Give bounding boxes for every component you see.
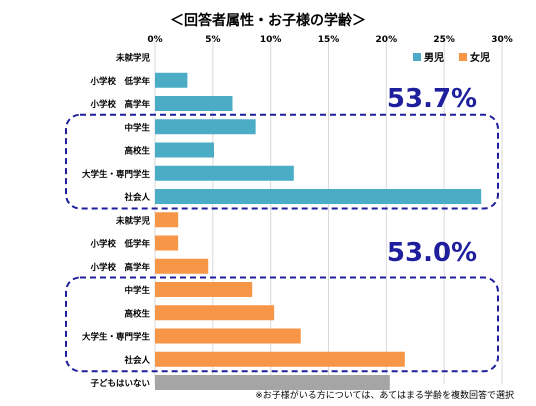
x-tick-label: 5% xyxy=(205,35,220,45)
category-label: 中学生 xyxy=(124,285,150,296)
category-label: 大学生・専門学生 xyxy=(82,169,151,180)
x-tick-label: 25% xyxy=(433,35,455,45)
x-tick-label: 30% xyxy=(491,35,513,45)
x-tick-label: 20% xyxy=(376,35,398,45)
legend-label: 男児 xyxy=(424,51,444,64)
legend: 男児 女児 xyxy=(413,51,490,64)
category-label: 小学校 高学年 xyxy=(89,262,150,273)
group-highlight-box xyxy=(65,113,499,210)
category-label: 小学校 低学年 xyxy=(89,239,150,250)
x-tick-label: 15% xyxy=(318,35,340,45)
bar xyxy=(155,212,179,228)
bar xyxy=(155,119,256,135)
category-label: 高校生 xyxy=(124,308,150,319)
bar xyxy=(155,375,390,390)
category-label: 小学校 低学年 xyxy=(89,76,150,87)
category-label: 未就学児 xyxy=(115,53,151,64)
group-highlights: 53.7% 53.0% xyxy=(65,84,499,373)
bar xyxy=(155,96,233,111)
group-total-annotation: 53.7% xyxy=(387,84,477,114)
bar xyxy=(155,235,179,251)
bar xyxy=(155,305,275,321)
bar xyxy=(155,72,188,88)
x-tick-label: 0% xyxy=(147,35,162,45)
group-total-annotation: 53.0% xyxy=(387,238,477,268)
bar xyxy=(155,258,209,274)
category-label: 高校生 xyxy=(124,146,150,157)
bar xyxy=(155,282,253,297)
category-label: 子どもはいない xyxy=(90,378,150,389)
chart-title: ＜回答者属性・お子様の学齢＞ xyxy=(170,12,366,29)
bar xyxy=(155,142,214,158)
category-label: 社会人 xyxy=(123,355,150,366)
category-label: 小学校 高学年 xyxy=(89,99,150,110)
category-label: 社会人 xyxy=(123,192,150,203)
footnote: ※お子様がいる方については、あてはまる学齢を複数回答で選択 xyxy=(255,389,514,401)
group-highlight-box xyxy=(65,276,499,373)
legend-label: 女児 xyxy=(470,51,490,64)
legend-swatch xyxy=(413,53,421,61)
x-tick-labels: 0% 5% 10% 15% 20% 25% 30% xyxy=(147,35,512,45)
category-label: 未就学児 xyxy=(115,215,151,226)
bar xyxy=(155,189,482,204)
x-tick-label: 10% xyxy=(260,35,282,45)
bar xyxy=(155,165,294,181)
bar xyxy=(155,328,301,344)
legend-swatch xyxy=(459,53,467,61)
category-label: 中学生 xyxy=(124,122,150,133)
bars xyxy=(155,72,482,390)
bar xyxy=(155,351,405,367)
category-label: 大学生・専門学生 xyxy=(82,332,151,343)
